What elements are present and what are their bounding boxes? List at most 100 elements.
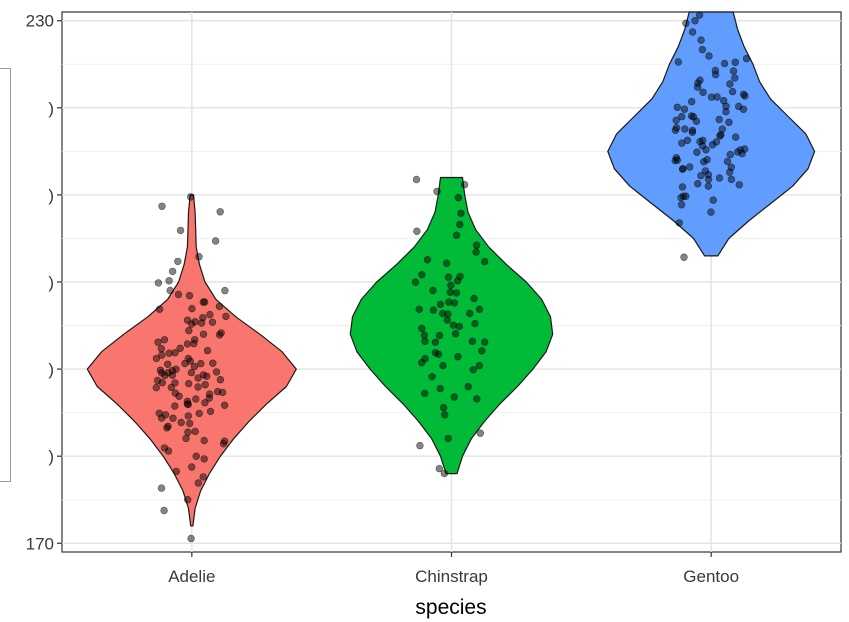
data-point	[725, 168, 734, 176]
data-point	[738, 149, 746, 158]
data-point	[203, 346, 212, 355]
data-point	[699, 88, 707, 97]
data-point	[457, 209, 465, 218]
data-point	[691, 17, 699, 25]
data-point	[211, 237, 220, 245]
data-point	[208, 318, 217, 326]
data-point	[678, 183, 687, 191]
data-point	[197, 359, 205, 368]
data-point	[413, 227, 421, 235]
data-point	[707, 93, 716, 101]
data-point	[161, 411, 170, 419]
data-point	[184, 354, 193, 363]
data-point	[672, 154, 681, 162]
data-point	[681, 125, 689, 133]
data-point	[725, 118, 733, 127]
data-point	[712, 138, 721, 146]
data-point	[729, 67, 738, 75]
data-point	[728, 87, 737, 96]
data-point	[715, 174, 724, 182]
y-tick-label: 170	[26, 534, 54, 553]
data-point	[733, 148, 742, 156]
x-axis-title: species	[415, 596, 486, 619]
data-point	[460, 180, 469, 189]
data-point	[731, 133, 740, 141]
data-point	[687, 97, 696, 106]
data-point	[194, 383, 202, 391]
data-point	[176, 226, 185, 235]
data-point	[481, 257, 489, 266]
data-point	[416, 441, 424, 450]
data-point	[164, 369, 172, 377]
data-point	[722, 102, 730, 111]
data-point	[444, 273, 453, 281]
data-point	[454, 353, 462, 361]
data-point	[186, 419, 194, 428]
data-point	[677, 201, 686, 209]
data-point	[421, 337, 429, 345]
data-point	[731, 74, 739, 82]
data-point	[735, 181, 743, 189]
data-point	[168, 367, 177, 375]
data-point	[200, 455, 208, 463]
data-point	[456, 220, 464, 229]
data-point	[675, 219, 683, 227]
data-point	[719, 96, 728, 105]
y-tick-label: 230	[26, 12, 54, 31]
data-point	[174, 257, 182, 266]
data-point	[698, 45, 707, 54]
data-point	[181, 359, 189, 368]
data-point	[165, 277, 173, 285]
jitter-points	[152, 11, 751, 543]
data-point	[739, 90, 748, 99]
data-point	[711, 70, 720, 79]
data-point	[187, 193, 195, 201]
data-point	[696, 76, 704, 84]
data-point	[171, 349, 179, 357]
data-point	[445, 298, 453, 306]
data-point	[201, 399, 209, 407]
data-point	[454, 194, 463, 202]
data-point	[680, 253, 688, 261]
data-point	[674, 58, 682, 66]
data-point	[164, 360, 172, 368]
data-point	[472, 248, 480, 256]
data-point	[470, 294, 478, 303]
data-point	[154, 279, 163, 287]
data-point	[177, 418, 185, 427]
data-point	[475, 305, 484, 313]
data-point	[216, 208, 224, 216]
data-point	[200, 436, 208, 445]
data-point	[704, 182, 712, 190]
data-point	[715, 115, 723, 124]
data-point	[218, 388, 227, 397]
data-point	[705, 52, 713, 60]
data-point	[429, 286, 437, 295]
data-point	[704, 170, 712, 179]
data-point	[418, 324, 426, 333]
data-point	[421, 354, 429, 363]
data-point	[182, 434, 190, 443]
data-point	[154, 338, 162, 346]
data-point	[481, 338, 489, 346]
y-tick-label: )	[48, 447, 54, 466]
data-point	[695, 11, 704, 19]
data-point	[444, 310, 452, 318]
data-point	[192, 395, 200, 403]
data-point	[194, 479, 203, 487]
data-point	[157, 345, 166, 353]
data-point	[165, 349, 173, 357]
data-point	[689, 112, 698, 121]
data-point	[216, 376, 225, 384]
data-point	[439, 361, 447, 370]
data-point	[436, 384, 444, 393]
data-point	[184, 400, 193, 409]
data-point	[450, 299, 459, 307]
data-point	[711, 66, 720, 75]
data-point	[742, 54, 751, 63]
data-point	[156, 366, 165, 374]
data-point	[418, 271, 426, 279]
data-point	[188, 304, 196, 313]
data-point	[726, 150, 734, 159]
data-point	[420, 331, 429, 339]
